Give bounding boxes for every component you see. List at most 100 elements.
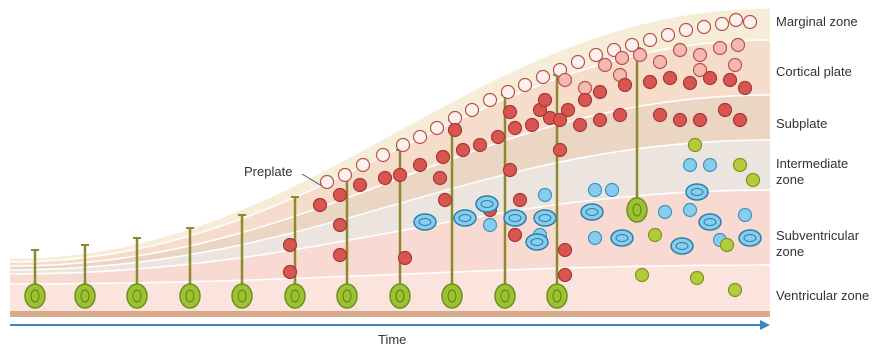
dividing-cell [611, 230, 633, 246]
neuron-pale [698, 21, 711, 34]
neuron-pink [714, 42, 727, 55]
neuron-pale [716, 18, 729, 31]
neuron-red [559, 244, 572, 257]
time-arrowhead [760, 320, 770, 330]
neuron-pink [579, 82, 592, 95]
neuron-red [334, 219, 347, 232]
dividing-cell [414, 214, 436, 230]
neuron-red [504, 106, 517, 119]
neuron-red [739, 82, 752, 95]
progenitor-blue [659, 206, 672, 219]
neuron-pale [377, 149, 390, 162]
dividing-cell [739, 230, 761, 246]
cell-green [729, 284, 742, 297]
neuron-red [559, 269, 572, 282]
neuron-pale [744, 16, 757, 29]
neuron-red [554, 114, 567, 127]
neuron-red [399, 252, 412, 265]
glia-body [442, 284, 462, 308]
neuron-red [539, 94, 552, 107]
progenitor-blue [484, 219, 497, 232]
glia-body [127, 284, 147, 308]
glia-body [180, 284, 200, 308]
cell-green [691, 272, 704, 285]
dividing-cell [671, 238, 693, 254]
progenitor-blue [539, 189, 552, 202]
neuron-red [594, 86, 607, 99]
glia-body [75, 284, 95, 308]
progenitor-blue [684, 204, 697, 217]
neuron-red [492, 131, 505, 144]
neuron-pale [662, 29, 675, 42]
zone-label: Marginal zone [776, 14, 886, 30]
neuron-pale [449, 112, 462, 125]
zone-label: Intermediate zone [776, 156, 866, 188]
neuron-red [614, 109, 627, 122]
cell-green [636, 269, 649, 282]
cell-green [721, 239, 734, 252]
neuron-red [574, 119, 587, 132]
neuron-pink [634, 49, 647, 62]
neuron-red [734, 114, 747, 127]
neuron-pale [466, 104, 479, 117]
axis-label: Time [378, 332, 438, 348]
progenitor-blue [684, 159, 697, 172]
neuron-red [719, 104, 732, 117]
neuron-pale [680, 24, 693, 37]
neuron-pale [484, 94, 497, 107]
dividing-cell [504, 210, 526, 226]
dividing-cell [526, 234, 548, 250]
neuron-red [439, 194, 452, 207]
neuron-pale [397, 139, 410, 152]
neuron-red [509, 122, 522, 135]
neuron-pink [694, 49, 707, 62]
zone-label: Subplate [776, 116, 886, 132]
glia-body [285, 284, 305, 308]
neuron-red [394, 169, 407, 182]
zone-label: Cortical plate [776, 64, 886, 80]
neuron-pale [730, 14, 743, 27]
ventricle-surface [10, 311, 770, 317]
neuron-red [704, 72, 717, 85]
cell-green [734, 159, 747, 172]
neuron-red [437, 151, 450, 164]
zone-label: Subventricular zone [776, 228, 876, 260]
glia-body [547, 284, 567, 308]
glia-body [390, 284, 410, 308]
neuron-pale [644, 34, 657, 47]
neuron-red [354, 179, 367, 192]
neuron-red [449, 124, 462, 137]
neuron-pale [502, 86, 515, 99]
neuron-red [579, 94, 592, 107]
neuron-red [644, 76, 657, 89]
neuron-red [434, 172, 447, 185]
neuron-pale [414, 131, 427, 144]
neuron-red [457, 144, 470, 157]
neuron-red [554, 144, 567, 157]
neuron-pink [616, 52, 629, 65]
progenitor-blue [589, 232, 602, 245]
neuron-pale [537, 71, 550, 84]
neuron-red [379, 172, 392, 185]
zone-label: Ventricular zone [776, 288, 886, 304]
neuron-pale [431, 122, 444, 135]
neuron-red [509, 229, 522, 242]
neuron-red [724, 74, 737, 87]
neuron-red [504, 164, 517, 177]
neuron-red [619, 79, 632, 92]
glia-body [495, 284, 515, 308]
neuron-red [694, 114, 707, 127]
neuron-pale [572, 56, 585, 69]
dividing-cell [699, 214, 721, 230]
neuron-red [284, 239, 297, 252]
progenitor-blue [739, 209, 752, 222]
neuron-red [334, 249, 347, 262]
dividing-cell [686, 184, 708, 200]
neuron-pale [357, 159, 370, 172]
neuron-red [414, 159, 427, 172]
cell-green [747, 174, 760, 187]
dividing-cell [581, 204, 603, 220]
dividing-cell [454, 210, 476, 226]
neuron-red [526, 119, 539, 132]
neuron-pale [519, 79, 532, 92]
